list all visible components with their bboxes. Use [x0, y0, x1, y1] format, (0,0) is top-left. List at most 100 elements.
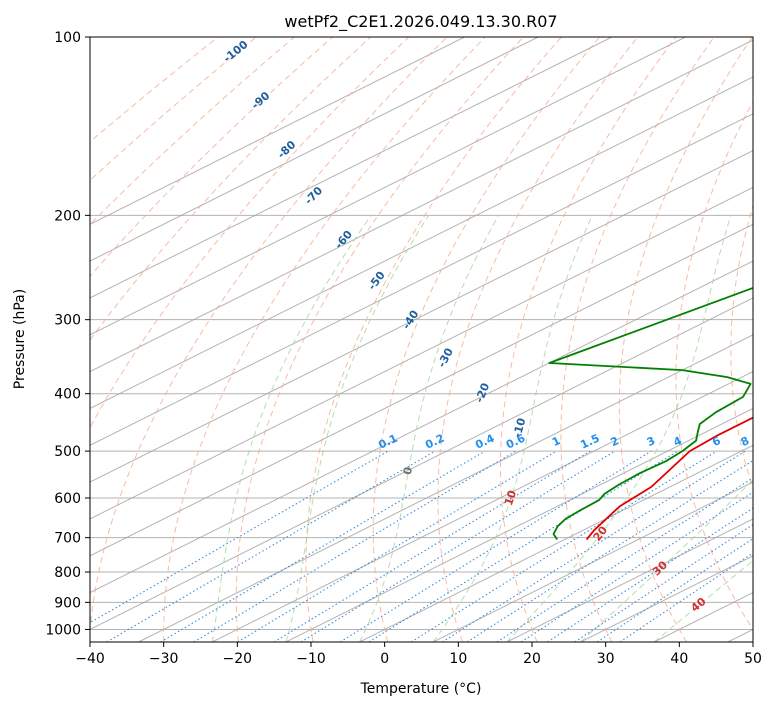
x-tick-label: −10 — [296, 651, 326, 667]
mixing-ratio-label: 10 — [758, 432, 775, 450]
y-tick-label: 700 — [54, 531, 81, 547]
dry-adiabat — [90, 37, 410, 429]
x-tick-label: 50 — [744, 651, 762, 667]
dry-adiabat — [90, 37, 295, 226]
mixing-ratio-line — [368, 450, 679, 642]
dry-adiabat — [675, 100, 753, 631]
moist-adiabat-label: 10 — [502, 488, 519, 507]
isotherm — [90, 37, 613, 299]
plot-area: -100-90-80-70-60-50-40-30-20-100.1 0.2 0.4… — [90, 37, 775, 642]
mixing-ratio-lines — [90, 450, 753, 642]
isotherm — [90, 297, 753, 631]
mixing-ratio-line — [466, 459, 753, 642]
mixing-ratio-line — [520, 491, 753, 642]
moist-adiabat-label: 20 — [591, 523, 611, 543]
x-tick-label: 0 — [380, 651, 389, 667]
dry-adiabat-label: -20 — [473, 381, 493, 405]
x-tick-label: 40 — [670, 651, 688, 667]
mixing-ratio-line — [596, 537, 753, 642]
dry-adiabat — [618, 37, 753, 642]
isotherm — [138, 334, 753, 642]
isotherm — [506, 518, 753, 642]
dry-adiabat — [305, 37, 562, 642]
dry-adiabat-label: -50 — [365, 269, 388, 293]
moist-adiabats — [211, 215, 753, 642]
moist-adiabat — [359, 215, 500, 642]
moist-adiabat — [211, 215, 372, 642]
mixing-ratio-line — [193, 450, 517, 642]
y-tick-label: 200 — [54, 208, 81, 224]
mixing-ratio-label: 0.4 — [473, 431, 496, 451]
isotherm — [727, 628, 753, 642]
dry-adiabat — [730, 204, 753, 491]
x-tick-label: 10 — [449, 651, 467, 667]
moist-adiabat — [580, 479, 753, 642]
isotherm — [90, 150, 753, 483]
x-tick-label: −30 — [149, 651, 179, 667]
dry-adiabat-label: -100 — [221, 38, 251, 66]
dry-adiabat-label: -60 — [332, 228, 355, 252]
mixing-ratio-line — [442, 450, 746, 642]
isotherm — [433, 481, 753, 642]
mixing-ratio-line — [106, 450, 436, 642]
mixing-ratio-label: 0.2 — [423, 432, 446, 452]
mixing-ratio-label: 2 — [609, 434, 621, 449]
dry-adiabat — [90, 37, 372, 341]
y-tick-label: 900 — [54, 595, 81, 611]
mixing-ratio-line — [160, 450, 486, 642]
dry-adiabat — [372, 37, 600, 642]
mixing-ratio-line — [339, 450, 652, 642]
y-tick-label: 400 — [54, 387, 81, 403]
isotherm — [90, 76, 753, 410]
x-tick-label: 30 — [597, 651, 615, 667]
isotherm — [90, 37, 465, 225]
isotherm — [90, 260, 753, 594]
isotherm — [90, 37, 539, 262]
x-tick-label: −20 — [223, 651, 253, 667]
plot-frame — [89, 36, 754, 643]
mixing-ratio-line — [237, 450, 557, 642]
dry-adiabat-label: -40 — [400, 308, 422, 332]
isotherm — [212, 371, 753, 642]
mixing-ratio-line — [273, 450, 591, 642]
isotherm — [90, 186, 753, 520]
y-tick-label: 800 — [54, 565, 81, 581]
mixing-ratio-line — [496, 477, 753, 642]
y-axis-label: Pressure (hPa) — [12, 289, 28, 389]
dry-adiabat-label: -70 — [302, 184, 325, 208]
isotherm — [359, 444, 753, 642]
dry-adiabat — [235, 37, 524, 642]
dry-adiabat-label: -90 — [249, 89, 273, 112]
moist-adiabat — [506, 215, 732, 642]
mixing-ratio-line — [90, 450, 389, 624]
x-axis-label: Temperature (°C) — [360, 681, 482, 697]
mixing-ratio-label: 0.1 — [376, 432, 399, 452]
y-tick-label: 600 — [54, 491, 81, 507]
dry-adiabat — [163, 37, 486, 642]
dry-adiabat — [90, 37, 219, 143]
y-tick-label: 500 — [54, 444, 81, 460]
dry-adiabat — [560, 37, 715, 642]
dry-adiabats — [90, 37, 753, 642]
moist-adiabat-label: 0 — [401, 466, 415, 476]
isopleth-labels: -100-90-80-70-60-50-40-30-20-100.1 0.2 0.4… — [221, 38, 775, 615]
chart-title: wetPf2_C2E1.2026.049.13.30.R07 — [284, 12, 557, 32]
x-tick-label: 20 — [523, 651, 541, 667]
dry-adiabat-label: -10 — [511, 416, 529, 439]
y-axis: 100 200 300 400 500 600 700 800 900 1000 — [45, 30, 90, 638]
isotherm — [285, 407, 753, 642]
isotherm — [654, 592, 753, 642]
y-tick-label: 1000 — [45, 622, 81, 638]
dry-adiabat — [500, 37, 677, 642]
dry-adiabat — [90, 37, 448, 636]
pressure-grid — [90, 37, 753, 630]
temperature-profile — [585, 416, 753, 541]
mixing-ratio-line — [619, 552, 753, 642]
sounding-profiles — [548, 286, 753, 541]
dry-adiabat — [437, 37, 639, 642]
x-tick-label: −40 — [75, 651, 105, 667]
y-tick-label: 300 — [54, 313, 81, 329]
mixing-ratio-line — [574, 523, 753, 642]
moist-adiabat — [432, 215, 593, 642]
